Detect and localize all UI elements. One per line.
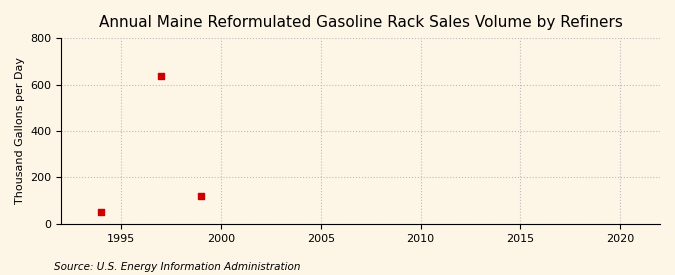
Point	[196, 194, 207, 198]
Point	[96, 210, 107, 214]
Title: Annual Maine Reformulated Gasoline Rack Sales Volume by Refiners: Annual Maine Reformulated Gasoline Rack …	[99, 15, 622, 30]
Y-axis label: Thousand Gallons per Day: Thousand Gallons per Day	[15, 57, 25, 204]
Point	[156, 74, 167, 79]
Text: Source: U.S. Energy Information Administration: Source: U.S. Energy Information Administ…	[54, 262, 300, 272]
